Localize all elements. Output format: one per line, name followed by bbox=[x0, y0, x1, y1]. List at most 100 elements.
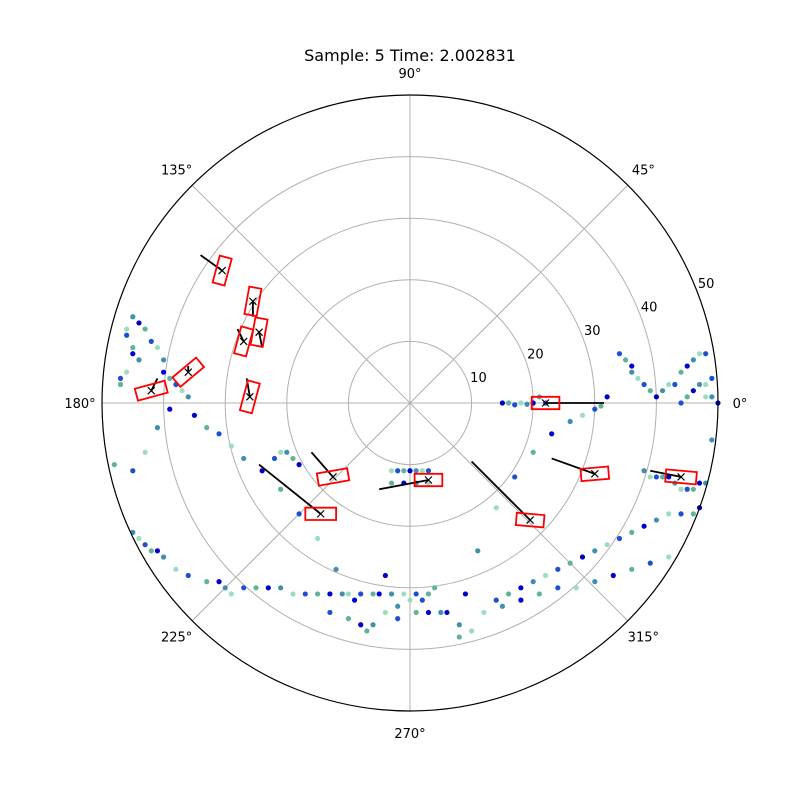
data-point bbox=[111, 462, 117, 468]
data-point bbox=[204, 425, 210, 431]
theta-tick-label: 90° bbox=[398, 67, 421, 82]
data-point bbox=[512, 402, 518, 408]
data-point bbox=[154, 425, 161, 431]
data-point bbox=[413, 468, 419, 474]
data-point bbox=[117, 381, 124, 388]
data-point bbox=[302, 591, 308, 597]
data-point bbox=[419, 468, 425, 474]
data-point bbox=[518, 585, 524, 591]
r-tick-label: 10 bbox=[470, 371, 487, 386]
data-point bbox=[167, 375, 173, 381]
bounding-box bbox=[304, 506, 338, 521]
data-point bbox=[333, 566, 339, 572]
data-point bbox=[505, 591, 512, 597]
data-point bbox=[696, 351, 703, 357]
heading-line bbox=[236, 328, 245, 342]
data-point bbox=[579, 412, 586, 418]
data-point bbox=[228, 591, 234, 597]
data-point bbox=[518, 400, 524, 406]
data-point bbox=[456, 622, 462, 628]
data-point bbox=[604, 394, 610, 400]
bounding-box bbox=[232, 325, 255, 358]
data-point bbox=[315, 535, 321, 542]
data-point bbox=[432, 585, 438, 591]
theta-tick-label: 180° bbox=[64, 397, 95, 412]
data-point bbox=[241, 455, 247, 462]
data-point bbox=[567, 418, 573, 425]
data-point bbox=[641, 381, 647, 388]
bounding-box bbox=[243, 285, 263, 318]
data-point bbox=[278, 585, 284, 591]
data-point bbox=[592, 579, 598, 585]
center-marker bbox=[677, 472, 685, 481]
data-point bbox=[690, 388, 696, 394]
bounding-box bbox=[249, 316, 269, 348]
heading-line bbox=[150, 377, 159, 392]
data-point bbox=[703, 351, 709, 357]
heading-line bbox=[470, 460, 531, 521]
data-point bbox=[647, 560, 653, 566]
data-point bbox=[709, 375, 715, 381]
polar-grid bbox=[102, 95, 718, 711]
data-point bbox=[542, 572, 549, 579]
data-point bbox=[407, 597, 413, 603]
bounding-box bbox=[413, 472, 444, 488]
data-point bbox=[647, 474, 653, 480]
data-point bbox=[296, 462, 302, 468]
bounding-box bbox=[238, 379, 261, 415]
data-point bbox=[154, 548, 161, 554]
data-point bbox=[641, 468, 647, 474]
data-point bbox=[290, 591, 296, 597]
data-point bbox=[425, 609, 432, 616]
data-point bbox=[327, 609, 333, 616]
bounding-box bbox=[315, 467, 351, 487]
data-point bbox=[161, 554, 167, 560]
bounding-box bbox=[133, 379, 169, 402]
data-point bbox=[684, 486, 690, 492]
center-marker bbox=[147, 386, 156, 395]
data-point bbox=[130, 351, 136, 357]
data-point bbox=[629, 566, 635, 572]
data-point bbox=[161, 357, 167, 363]
data-point bbox=[358, 591, 364, 597]
data-point bbox=[524, 401, 530, 407]
center-marker bbox=[329, 472, 337, 481]
data-point bbox=[413, 609, 419, 616]
data-point bbox=[154, 344, 161, 351]
theta-tick-label: 45° bbox=[632, 164, 655, 179]
data-point bbox=[142, 449, 148, 455]
data-point bbox=[388, 480, 395, 486]
data-point bbox=[271, 455, 278, 462]
data-point bbox=[148, 338, 154, 344]
r-gridline bbox=[347, 340, 473, 466]
data-point bbox=[185, 572, 191, 579]
bounding-box bbox=[514, 511, 546, 529]
data-point bbox=[339, 591, 345, 597]
r-tick-label: 20 bbox=[527, 348, 544, 363]
data-point bbox=[216, 579, 222, 585]
data-point bbox=[204, 579, 210, 585]
data-point bbox=[284, 449, 290, 455]
data-point bbox=[709, 394, 715, 400]
data-point bbox=[530, 449, 536, 455]
data-point bbox=[278, 486, 284, 492]
data-point bbox=[382, 609, 388, 616]
data-point bbox=[167, 406, 173, 412]
data-point bbox=[438, 609, 444, 616]
data-point bbox=[690, 511, 696, 517]
data-point bbox=[592, 548, 598, 554]
data-point bbox=[653, 517, 660, 523]
data-point bbox=[296, 511, 302, 517]
data-point bbox=[623, 357, 629, 363]
data-point bbox=[499, 603, 505, 609]
data-point bbox=[672, 381, 678, 388]
data-point bbox=[401, 591, 407, 597]
data-point bbox=[512, 474, 518, 480]
chart-title: Sample: 5 Time: 2.002831 bbox=[304, 46, 516, 65]
data-point bbox=[382, 572, 388, 579]
r-tick-label: 50 bbox=[698, 277, 715, 292]
data-point bbox=[278, 449, 284, 455]
